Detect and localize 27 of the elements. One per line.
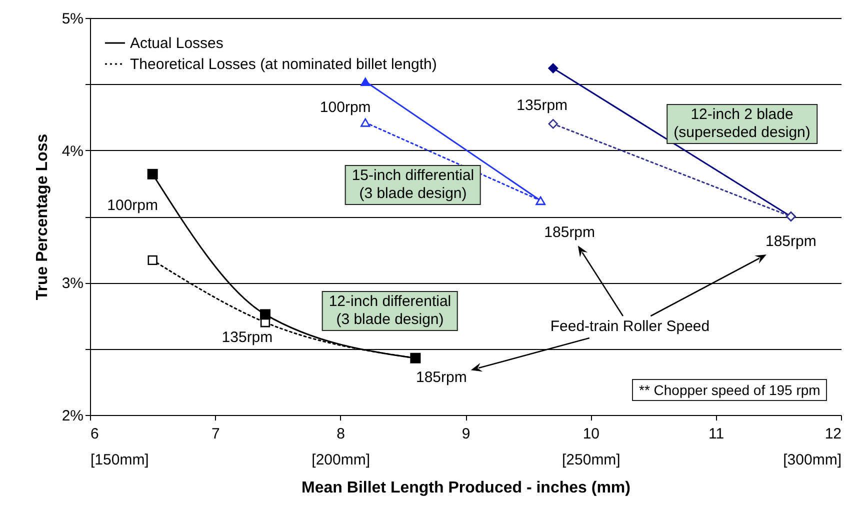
- annotation: 100rpm: [320, 98, 371, 117]
- annotation: 12-inch differential (3 blade design): [322, 291, 458, 331]
- x-tick-label: 7: [211, 426, 220, 442]
- annotation: 185rpm: [416, 369, 467, 388]
- annotation: 15-inch differential (3 blade design): [344, 165, 482, 205]
- x-axis-title: Mean Billet Length Produced - inches (mm): [302, 480, 630, 496]
- y-tick-label: 2%: [62, 408, 84, 424]
- x-tick-label: 6 [150mm]: [90, 426, 149, 468]
- y-tick-label: 4%: [62, 142, 84, 160]
- legend-label: Actual Losses: [130, 35, 224, 52]
- x-tick-label: 12 [300mm]: [783, 426, 842, 468]
- annotation: 135rpm: [516, 96, 568, 115]
- annotation: Feed-train Roller Speed: [550, 318, 710, 336]
- annotation: 12-inch 2 blade (superseded design): [666, 104, 818, 144]
- x-tick-label: 10 [250mm]: [562, 426, 620, 468]
- y-tick-label: 5%: [62, 10, 84, 28]
- annotation: 100rpm: [107, 197, 158, 216]
- y-axis-title: True Percentage Loss: [34, 134, 51, 300]
- x-tick-label: 11: [708, 426, 724, 442]
- annotation: 185rpm: [765, 232, 816, 250]
- x-tick-label: 8 [200mm]: [312, 426, 370, 468]
- legend-label: Theoretical Losses (at nominated billet length): [130, 56, 437, 73]
- annotation: ** Chopper speed of 195 rpm: [632, 379, 828, 401]
- annotation: 185rpm: [544, 224, 596, 242]
- annotation: 135rpm: [222, 329, 273, 348]
- y-tick-label: 3%: [62, 275, 84, 292]
- x-tick-label: 9: [462, 426, 470, 442]
